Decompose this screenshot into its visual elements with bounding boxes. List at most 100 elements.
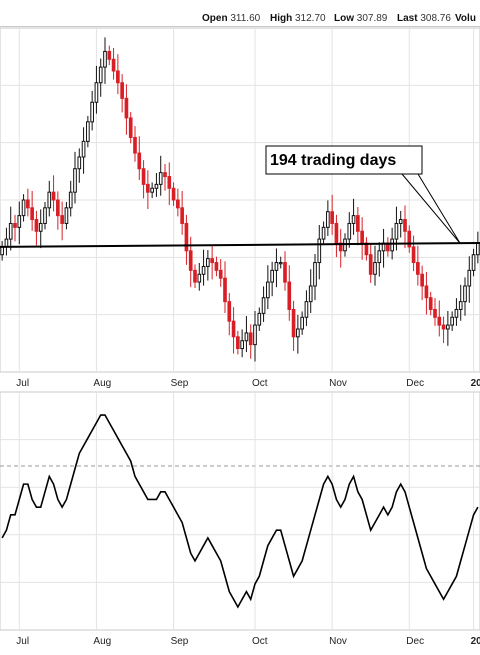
candle-body <box>227 301 232 322</box>
candle-body <box>218 269 223 279</box>
candle-body <box>223 277 227 303</box>
oscillator-line <box>1 414 479 609</box>
candle-body <box>437 316 442 326</box>
candle-body <box>8 222 13 240</box>
candle-body <box>73 168 77 193</box>
candle-body <box>86 121 90 142</box>
candle-body <box>0 246 4 256</box>
candle-body <box>317 238 322 264</box>
candle-body <box>141 168 146 185</box>
candle-body <box>304 301 309 318</box>
candle-body <box>458 301 463 310</box>
oscillator-axis: Jul Aug Sep Oct Nov Dec 2023 <box>16 636 480 647</box>
candle-body <box>463 285 467 303</box>
annotation-box <box>265 145 423 175</box>
candle-body <box>154 183 159 189</box>
candle-body <box>68 191 73 209</box>
oscillator-x-tick-label: 2023 <box>471 636 480 647</box>
volume-label: Volu <box>455 13 476 24</box>
candle-body <box>446 324 450 330</box>
candle-body <box>128 117 133 138</box>
candle-body <box>356 215 360 232</box>
candle-body <box>193 269 197 283</box>
oscillator-panel-frame <box>0 391 480 631</box>
candle-body <box>321 226 326 240</box>
candle-body <box>261 297 266 314</box>
candle-body <box>90 101 94 123</box>
quote-header: Open 311.60 High 312.70 Low 307.89 Last … <box>0 0 480 27</box>
oscillator-x-tick-label: Oct <box>252 636 268 647</box>
candle-body <box>210 258 214 264</box>
price-axis: Jul Aug Sep Oct Nov Dec 2023 <box>16 378 480 389</box>
candle-body <box>21 199 26 217</box>
candle-body <box>176 199 180 209</box>
candle-body <box>394 222 399 240</box>
candle-body <box>313 262 317 287</box>
last-quote: Last 308.76 <box>397 13 451 24</box>
candle-body <box>43 207 47 224</box>
candle-body <box>326 211 330 228</box>
trend-layer: 194 trading days <box>0 145 480 248</box>
candle-body <box>467 269 472 287</box>
candle-body <box>60 215 64 224</box>
candle-body <box>180 207 184 224</box>
candle-body <box>103 50 107 68</box>
candle-body <box>201 265 206 275</box>
candle-body <box>64 207 69 224</box>
candle-body <box>411 246 416 264</box>
candle-body <box>163 172 167 178</box>
candle-body <box>390 238 394 252</box>
candle-body <box>398 219 403 224</box>
candle-body <box>248 332 253 346</box>
candle-body <box>257 312 262 326</box>
candle-body <box>77 156 82 170</box>
price-x-tick-label: Oct <box>252 378 268 389</box>
candle-body <box>407 230 412 248</box>
candle-body <box>300 316 304 330</box>
candle-body <box>270 269 274 283</box>
candle-body <box>274 262 279 271</box>
candle-body <box>373 262 377 275</box>
candle-body <box>30 207 34 221</box>
candle-body <box>433 308 437 318</box>
price-x-tick-label: Sep <box>171 378 189 389</box>
candle-body <box>308 285 313 303</box>
candle-body <box>158 172 163 185</box>
candle-body <box>4 238 9 248</box>
candle-body <box>133 136 137 154</box>
candle-body <box>26 199 30 209</box>
candle-body <box>188 250 193 271</box>
candle-body <box>253 324 257 346</box>
open-quote: Open 311.60 <box>202 13 261 24</box>
candle-body <box>476 242 480 256</box>
candle-body <box>403 219 407 232</box>
candle-body <box>51 191 56 201</box>
candle-body <box>17 215 22 228</box>
candle-body <box>34 219 39 232</box>
price-x-tick-label: Jul <box>16 378 29 389</box>
oscillator-x-tick-label: Aug <box>93 636 111 647</box>
candle-body <box>214 262 219 271</box>
candle-body <box>236 336 240 350</box>
candle-body <box>146 183 150 193</box>
candle-body <box>184 222 189 252</box>
candle-body <box>368 254 373 275</box>
candle-body <box>424 285 429 299</box>
high-quote: High 312.70 <box>270 13 326 24</box>
candle-body <box>416 262 420 275</box>
candle-body <box>116 70 120 84</box>
candle-body <box>47 191 52 209</box>
candle-body <box>420 273 424 287</box>
candle-body <box>351 215 356 224</box>
candle-body <box>107 50 112 60</box>
candle-body <box>38 222 43 232</box>
candle-body <box>167 176 172 189</box>
candle-body <box>291 308 296 338</box>
candle-body <box>231 320 236 338</box>
candle-body <box>81 140 86 158</box>
candle-body <box>171 187 176 201</box>
oscillator-grid <box>0 391 480 631</box>
oscillator-x-tick-label: Jul <box>16 636 29 647</box>
candle-body <box>94 82 99 103</box>
